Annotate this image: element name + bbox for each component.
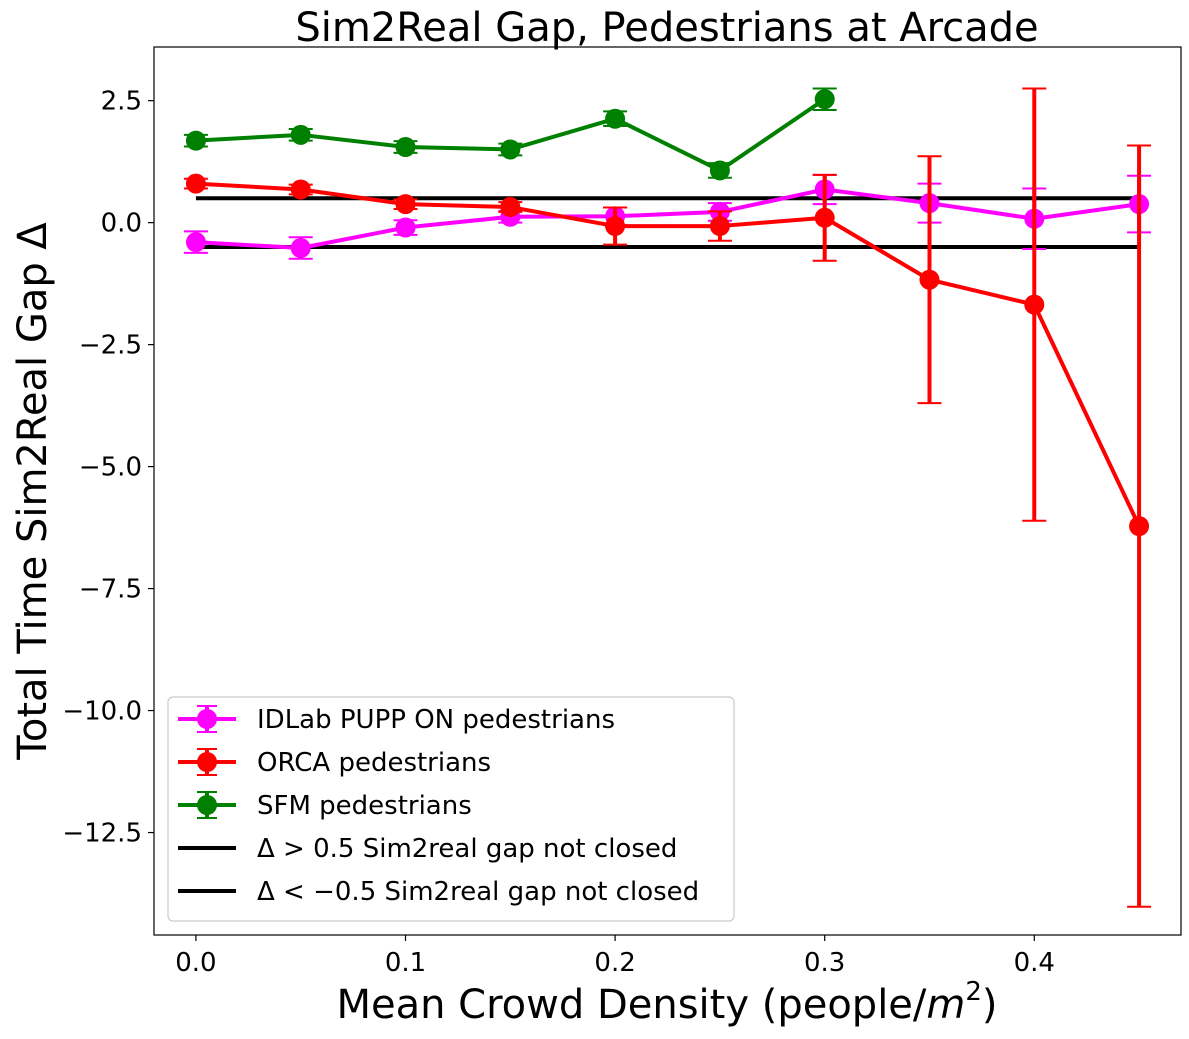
data-point	[185, 130, 206, 151]
x-axis-label-sup: 2	[965, 977, 982, 1007]
x-tick-label: 0.2	[594, 948, 635, 978]
data-point	[709, 216, 730, 237]
y-axis: 2.5 0.0 −2.5 −5.0 −7.5 −10.0 −12.5	[62, 87, 154, 849]
legend-entry-1: ORCA pedestrians	[178, 748, 491, 778]
legend-swatch-marker	[197, 795, 217, 815]
series-1	[183, 87, 1152, 908]
legend-swatch-marker	[197, 752, 217, 772]
data-point	[395, 137, 416, 158]
legend-entry-4: Δ < −0.5 Sim2real gap not closed	[178, 877, 699, 907]
data-point	[395, 217, 416, 238]
legend-label: ORCA pedestrians	[257, 748, 491, 778]
data-point	[709, 160, 730, 181]
legend-label: Δ > 0.5 Sim2real gap not closed	[257, 834, 677, 864]
x-axis-label: Mean Crowd Density (people/m2)	[336, 977, 997, 1028]
legend-entry-0: IDLab PUPP ON pedestrians	[178, 705, 615, 735]
y-tick-label: −7.5	[79, 575, 142, 605]
data-point	[814, 89, 835, 110]
legend-label: Δ < −0.5 Sim2real gap not closed	[257, 877, 699, 907]
data-point	[500, 197, 521, 218]
x-tick-label: 0.3	[804, 948, 845, 978]
legend: IDLab PUPP ON pedestrians ORCA pedestrian…	[167, 696, 735, 922]
y-tick-label: −5.0	[79, 453, 142, 483]
y-tick-label: −12.5	[62, 819, 142, 849]
legend-frame	[167, 696, 735, 922]
legend-swatch-marker	[197, 709, 217, 729]
data-point	[185, 232, 206, 253]
x-tick-label: 0.4	[1014, 948, 1055, 978]
data-point	[395, 194, 416, 215]
data-point	[1129, 516, 1150, 537]
series-line	[195, 187, 1140, 251]
data-point	[1024, 294, 1045, 315]
x-tick-label: 0.0	[175, 948, 216, 978]
data-point	[919, 269, 940, 290]
legend-entry-3: Δ > 0.5 Sim2real gap not closed	[178, 834, 677, 864]
y-axis-label: Total Time Sim2Real Gap Δ	[10, 222, 56, 761]
legend-label: SFM pedestrians	[257, 791, 472, 821]
y-tick-label: 0.0	[101, 209, 142, 239]
data-point	[605, 216, 626, 237]
data-point	[185, 173, 206, 194]
data-point	[290, 238, 311, 259]
plot-area	[183, 87, 1152, 908]
y-tick-label: 2.5	[101, 87, 142, 117]
data-point	[814, 207, 835, 228]
chart-title: Sim2Real Gap, Pedestrians at Arcade	[295, 5, 1038, 51]
series-2	[183, 87, 837, 181]
legend-entry-2: SFM pedestrians	[178, 791, 472, 821]
y-tick-label: −2.5	[79, 331, 142, 361]
data-point	[290, 179, 311, 200]
legend-label: IDLab PUPP ON pedestrians	[257, 705, 615, 735]
data-point	[500, 139, 521, 160]
x-tick-label: 0.1	[385, 948, 426, 978]
x-axis-label-var: m	[926, 982, 965, 1028]
y-tick-label: −10.0	[62, 697, 142, 727]
data-point	[290, 124, 311, 145]
x-axis: 0.0 0.1 0.2 0.3 0.4	[175, 935, 1055, 978]
x-axis-label-suffix: )	[982, 982, 998, 1028]
plot-frame	[153, 46, 1182, 936]
series-line	[195, 97, 826, 173]
x-axis-label-prefix: Mean Crowd Density (people/	[336, 982, 926, 1028]
series-line	[195, 181, 1141, 527]
data-point	[605, 108, 626, 129]
